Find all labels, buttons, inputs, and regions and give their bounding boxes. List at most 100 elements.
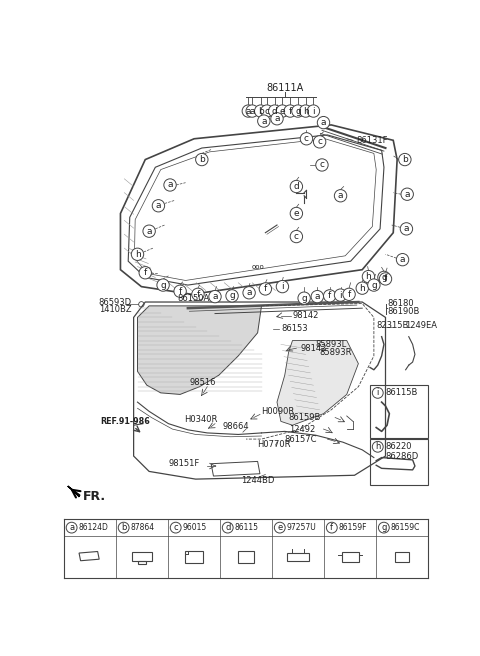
- Circle shape: [292, 105, 304, 117]
- Polygon shape: [277, 340, 359, 425]
- Text: a: a: [261, 117, 266, 125]
- Circle shape: [379, 273, 392, 285]
- Text: c: c: [304, 134, 309, 143]
- Text: a: a: [146, 227, 152, 236]
- Text: h: h: [375, 442, 381, 451]
- Text: 96015: 96015: [183, 523, 207, 532]
- Circle shape: [396, 253, 409, 266]
- Text: h: h: [134, 250, 140, 258]
- Text: 12492: 12492: [288, 424, 315, 434]
- Circle shape: [300, 133, 312, 145]
- Circle shape: [368, 279, 380, 291]
- Text: 86124D: 86124D: [79, 523, 108, 532]
- Circle shape: [313, 136, 326, 148]
- Text: 86111A: 86111A: [266, 83, 303, 93]
- Circle shape: [209, 291, 221, 303]
- Text: e: e: [277, 523, 282, 532]
- Text: a: a: [250, 106, 255, 115]
- Circle shape: [196, 154, 208, 166]
- Text: 97257U: 97257U: [287, 523, 316, 532]
- Text: a: a: [168, 180, 173, 190]
- Circle shape: [372, 388, 383, 398]
- Bar: [370, 439, 428, 485]
- Text: 98516: 98516: [190, 379, 216, 388]
- Text: 86131F: 86131F: [356, 136, 387, 145]
- Text: 86115B: 86115B: [385, 388, 418, 398]
- Text: 86157C: 86157C: [285, 434, 317, 443]
- Text: 86159F: 86159F: [339, 523, 367, 532]
- Text: c: c: [173, 523, 178, 532]
- Circle shape: [378, 271, 390, 283]
- Circle shape: [275, 522, 285, 533]
- Text: h: h: [303, 106, 309, 115]
- Circle shape: [271, 113, 283, 125]
- Text: a: a: [156, 201, 161, 211]
- Text: 86159B: 86159B: [288, 413, 321, 422]
- Text: g: g: [301, 294, 307, 302]
- Circle shape: [259, 283, 272, 295]
- Text: f: f: [196, 290, 200, 299]
- Circle shape: [139, 266, 152, 279]
- Circle shape: [401, 188, 413, 200]
- Circle shape: [243, 287, 255, 299]
- Circle shape: [307, 105, 320, 117]
- Polygon shape: [137, 306, 262, 394]
- Text: g: g: [295, 106, 301, 115]
- Circle shape: [254, 105, 267, 117]
- Circle shape: [298, 292, 311, 304]
- Text: 86153: 86153: [281, 325, 308, 333]
- Text: 98142: 98142: [300, 344, 326, 353]
- Text: i: i: [312, 106, 315, 115]
- Circle shape: [242, 105, 254, 117]
- Text: H0770R: H0770R: [258, 440, 291, 449]
- Text: a: a: [246, 288, 252, 297]
- Circle shape: [170, 522, 181, 533]
- Text: a: a: [405, 190, 410, 199]
- Circle shape: [362, 270, 375, 283]
- Text: f: f: [144, 268, 147, 277]
- Text: c: c: [317, 137, 322, 146]
- Circle shape: [317, 117, 330, 129]
- Circle shape: [399, 154, 411, 166]
- Text: 86115: 86115: [235, 523, 259, 532]
- Text: a: a: [338, 192, 343, 200]
- Circle shape: [152, 199, 165, 212]
- Text: a: a: [404, 224, 409, 234]
- Text: b: b: [402, 155, 408, 164]
- Circle shape: [343, 288, 355, 300]
- Text: g: g: [160, 281, 166, 289]
- Text: H0090R: H0090R: [262, 407, 295, 416]
- Circle shape: [66, 522, 77, 533]
- Text: 87864: 87864: [131, 523, 155, 532]
- Text: g: g: [229, 291, 235, 300]
- Text: h: h: [366, 272, 372, 281]
- Text: g: g: [381, 523, 386, 532]
- Circle shape: [143, 225, 156, 237]
- Circle shape: [276, 281, 288, 293]
- Text: a: a: [246, 106, 251, 115]
- Text: f: f: [179, 287, 182, 296]
- Text: b: b: [258, 106, 264, 115]
- Text: a: a: [274, 114, 280, 123]
- Text: b: b: [121, 523, 126, 532]
- Polygon shape: [68, 486, 79, 497]
- Text: FR.: FR.: [83, 489, 107, 502]
- Bar: [370, 385, 428, 438]
- Circle shape: [356, 282, 369, 295]
- Text: 86220: 86220: [385, 442, 412, 451]
- Circle shape: [311, 291, 324, 303]
- Circle shape: [258, 115, 270, 127]
- Text: a: a: [69, 523, 74, 532]
- Circle shape: [261, 105, 273, 117]
- Text: 82315B: 82315B: [376, 321, 408, 329]
- Circle shape: [335, 190, 347, 202]
- Circle shape: [324, 290, 336, 302]
- Text: h: h: [360, 283, 365, 293]
- Circle shape: [192, 288, 204, 300]
- Text: f: f: [288, 106, 292, 115]
- Circle shape: [326, 522, 337, 533]
- Circle shape: [316, 159, 328, 171]
- Circle shape: [132, 248, 144, 260]
- Text: d: d: [225, 523, 230, 532]
- Circle shape: [378, 522, 389, 533]
